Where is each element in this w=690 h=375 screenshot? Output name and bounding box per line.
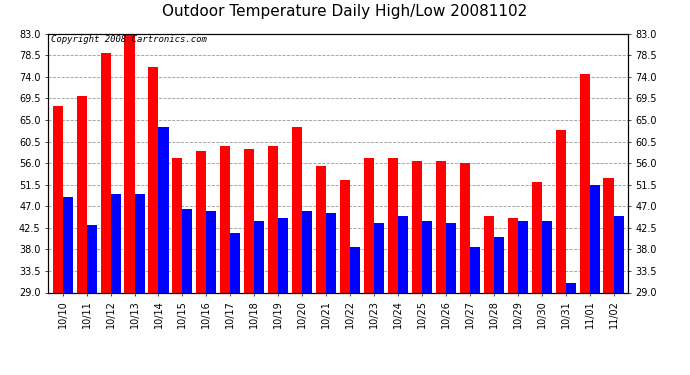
Bar (388, 158, 398, 292)
Bar (135, 194, 145, 292)
Bar (87, 225, 97, 292)
Bar (316, 165, 326, 292)
Bar (555, 130, 566, 292)
Bar (412, 161, 422, 292)
Bar (278, 218, 288, 292)
Bar (518, 220, 528, 292)
Text: Outdoor Temperature Daily High/Low 20081102: Outdoor Temperature Daily High/Low 20081… (162, 4, 528, 19)
Bar (340, 180, 350, 292)
Bar (350, 247, 360, 292)
Bar (470, 247, 480, 292)
Bar (220, 146, 230, 292)
Bar (255, 220, 264, 292)
Bar (268, 146, 278, 292)
Bar (197, 151, 206, 292)
Bar (110, 194, 121, 292)
Bar (172, 158, 182, 292)
Bar (531, 182, 542, 292)
Bar (148, 67, 159, 292)
Text: Copyright 2008 Cartronics.com: Copyright 2008 Cartronics.com (51, 35, 207, 44)
Bar (580, 75, 589, 292)
Bar (63, 196, 72, 292)
Bar (159, 127, 168, 292)
Bar (422, 220, 432, 292)
Bar (446, 223, 456, 292)
Bar (77, 96, 87, 292)
Bar (589, 185, 600, 292)
Bar (566, 283, 575, 292)
Bar (101, 53, 110, 292)
Bar (542, 220, 552, 292)
Bar (364, 158, 374, 292)
Bar (460, 163, 470, 292)
Bar (244, 149, 255, 292)
Bar (398, 216, 408, 292)
Bar (374, 223, 384, 292)
Bar (52, 106, 63, 292)
Bar (230, 232, 240, 292)
Bar (292, 127, 302, 292)
Bar (124, 29, 135, 292)
Bar (302, 211, 313, 292)
Bar (436, 161, 446, 292)
Bar (182, 209, 193, 292)
Bar (604, 177, 613, 292)
Bar (206, 211, 217, 292)
Bar (484, 216, 494, 292)
Bar (613, 216, 624, 292)
Bar (508, 218, 518, 292)
Bar (494, 237, 504, 292)
Bar (326, 213, 336, 292)
